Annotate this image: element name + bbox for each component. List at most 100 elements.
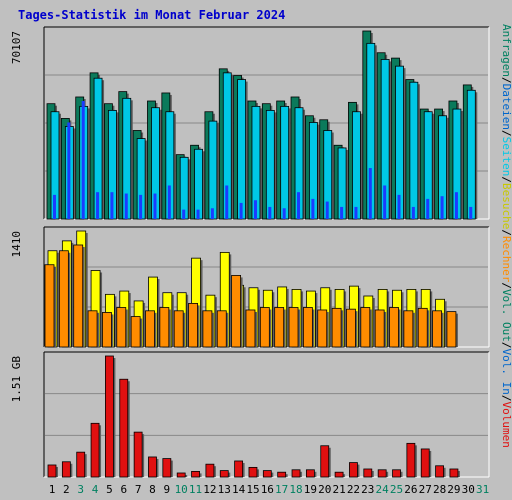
panel-besuche-rechner: 1410 <box>10 226 490 348</box>
bar-volumen <box>176 472 186 478</box>
legend-entry: / <box>500 77 512 84</box>
bar-seiten <box>354 206 358 219</box>
bar-volumen <box>377 469 387 478</box>
bar-seiten <box>225 185 229 219</box>
bar-seiten <box>397 194 401 219</box>
x-tick-label: 14 <box>232 483 246 496</box>
bar-seiten <box>268 206 272 219</box>
bar-volumen <box>105 355 114 478</box>
bar-seiten <box>110 192 114 219</box>
bar-seiten <box>411 206 415 219</box>
x-tick-label: 7 <box>135 483 142 496</box>
x-tick-label: 10 <box>175 483 188 496</box>
bar-volumen <box>76 451 86 478</box>
x-tick-label: 15 <box>246 483 259 496</box>
bar-volumen <box>363 468 373 478</box>
bar-rechner <box>331 307 342 348</box>
panel-volumen: 1.51 GB <box>10 351 490 478</box>
x-tick-label: 18 <box>289 483 302 496</box>
bar-volumen <box>291 469 301 478</box>
bar-rechner <box>317 309 328 348</box>
bar-dateien <box>352 111 361 220</box>
bar-seiten <box>311 198 315 219</box>
bar-seiten <box>153 193 157 219</box>
bar-rechner <box>360 307 371 348</box>
bar-volumen <box>90 422 100 478</box>
bar-volumen <box>449 468 459 478</box>
bar-rechner <box>417 307 428 348</box>
bar-seiten <box>81 101 85 219</box>
x-tick-label: 23 <box>361 483 374 496</box>
bar-rechner <box>245 309 256 348</box>
bar-volumen <box>119 378 129 478</box>
bar-rechner <box>274 307 285 348</box>
bar-seiten <box>340 206 344 219</box>
bar-rechner <box>159 307 170 348</box>
x-tick-label: 17 <box>275 483 288 496</box>
bar-volumen <box>148 456 157 478</box>
bar-volumen <box>262 470 272 478</box>
legend-entry: Rechner <box>500 236 512 283</box>
bar-rechner <box>73 244 84 348</box>
bar-dateien <box>194 148 203 220</box>
bar-volumen <box>420 448 430 478</box>
x-tick-label: 27 <box>419 483 432 496</box>
legend-entry: / <box>500 282 512 289</box>
legend-entry: Vol. Out <box>500 289 512 342</box>
bar-rechner <box>44 264 55 348</box>
bar-volumen <box>234 460 244 478</box>
bar-rechner <box>58 250 69 348</box>
bar-volumen <box>219 470 229 478</box>
x-tick-label: 19 <box>304 483 317 496</box>
x-tick-label: 16 <box>261 483 274 496</box>
bar-rechner <box>173 310 184 348</box>
x-tick-label: 6 <box>120 483 127 496</box>
x-tick-label: 31 <box>476 483 489 496</box>
x-tick-label: 21 <box>332 483 345 496</box>
chart-title: Tages-Statistik im Monat Februar 2024 <box>18 8 285 22</box>
bar-volumen <box>305 469 315 478</box>
bar-seiten <box>282 208 286 219</box>
bar-rechner <box>130 316 141 348</box>
bar-volumen <box>406 442 416 478</box>
bar-rechner <box>432 310 442 348</box>
x-tick-label: 20 <box>318 483 331 496</box>
legend-entry: / <box>500 130 512 137</box>
legend-entry: / <box>500 176 512 183</box>
legend-entry: / <box>500 342 512 349</box>
x-tick-label: 25 <box>390 483 403 496</box>
bar-rechner <box>346 308 356 348</box>
bar-seiten <box>210 208 214 219</box>
bar-volumen <box>133 431 143 478</box>
x-tick-label: 9 <box>164 483 171 496</box>
panel-anfragen-dateien-seiten: 70107 <box>10 26 490 220</box>
bar-seiten <box>383 185 387 219</box>
bar-seiten <box>182 209 186 219</box>
legend-entry: Anfragen <box>500 24 512 77</box>
y-axis-max-label: 1410 <box>10 231 23 258</box>
bar-rechner <box>87 310 98 348</box>
bar-seiten <box>53 194 56 219</box>
bar-seiten <box>253 200 257 219</box>
bar-volumen <box>392 469 401 478</box>
x-tick-label: 4 <box>92 483 99 496</box>
bar-seiten <box>325 201 329 219</box>
bar-volumen <box>162 458 172 478</box>
bar-seiten <box>96 192 100 219</box>
bar-rechner <box>389 307 399 348</box>
bar-seiten <box>139 194 143 219</box>
x-tick-label: 30 <box>462 483 475 496</box>
x-tick-label: 29 <box>447 483 460 496</box>
legend-entry: / <box>500 395 512 402</box>
legend-entry: Vol. In <box>500 349 512 395</box>
bar-seiten <box>297 192 301 219</box>
x-tick-label: 2 <box>63 483 70 496</box>
bar-dateien <box>409 81 419 220</box>
bar-seiten <box>67 122 71 219</box>
bar-dateien <box>237 79 247 220</box>
bar-rechner <box>403 310 414 348</box>
bar-seiten <box>239 202 243 219</box>
bar-rechner <box>102 312 112 348</box>
x-tick-label: 11 <box>189 483 202 496</box>
